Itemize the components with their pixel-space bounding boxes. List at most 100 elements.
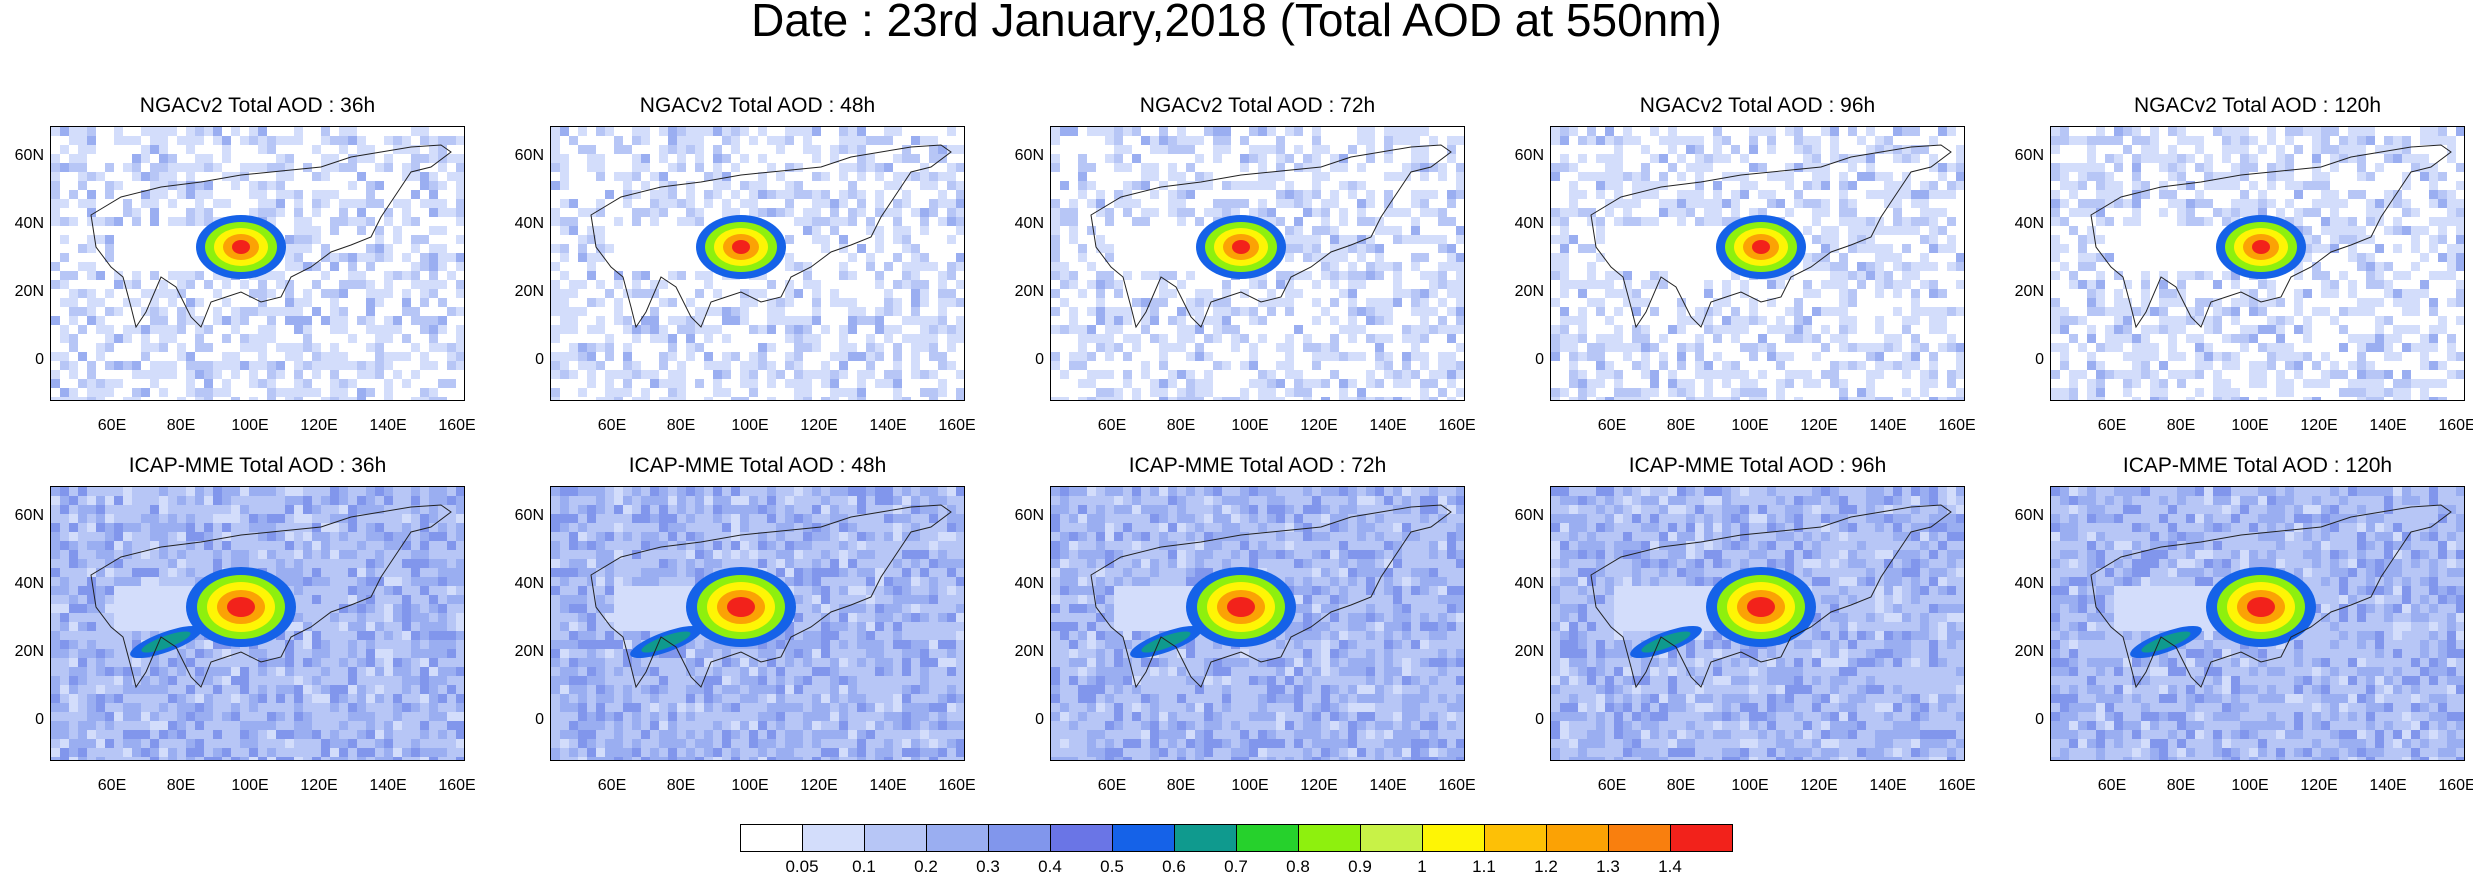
lon-tick-label: 80E (1156, 417, 1206, 435)
colorbar-label: 0.4 (1027, 857, 1073, 877)
colorbar-swatch (1360, 824, 1423, 852)
lat-tick-label: 60N (504, 147, 544, 165)
lon-tick-label: 80E (1656, 417, 1706, 435)
lon-tick-label: 60E (87, 777, 137, 795)
lon-tick-label: 60E (587, 417, 637, 435)
lon-tick-label: 100E (2225, 777, 2275, 795)
lon-tick-label: 100E (225, 777, 275, 795)
lat-tick-label: 40N (1004, 575, 1044, 593)
colorbar-label: 0.3 (965, 857, 1011, 877)
lon-tick-label: 140E (2363, 417, 2413, 435)
lon-tick-label: 140E (1863, 417, 1913, 435)
lon-tick-label: 80E (156, 417, 206, 435)
lon-tick-label: 140E (363, 417, 413, 435)
lat-tick-label: 60N (1004, 507, 1044, 525)
aod-map (1050, 486, 1465, 761)
colorbar-label: 1.3 (1585, 857, 1631, 877)
lat-tick-label: 0 (2004, 351, 2044, 369)
colorbar-swatch (1608, 824, 1671, 852)
lon-tick-label: 140E (1363, 777, 1413, 795)
lat-tick-label: 60N (1504, 507, 1544, 525)
lon-tick-label: 120E (294, 417, 344, 435)
lon-tick-label: 60E (2087, 777, 2137, 795)
colorbar-label: 1 (1399, 857, 1445, 877)
colorbar-swatch (926, 824, 989, 852)
lon-tick-label: 100E (1225, 777, 1275, 795)
colorbar-label: 0.7 (1213, 857, 1259, 877)
lon-tick-label: 60E (2087, 417, 2137, 435)
lat-tick-label: 40N (1004, 215, 1044, 233)
lon-tick-label: 100E (225, 417, 275, 435)
lat-tick-label: 60N (2004, 147, 2044, 165)
colorbar-label: 0.2 (903, 857, 949, 877)
aod-map (50, 126, 465, 401)
colorbar-swatch (1236, 824, 1299, 852)
lat-tick-label: 20N (1504, 283, 1544, 301)
lon-tick-label: 160E (1432, 777, 1482, 795)
lon-tick-label: 60E (587, 777, 637, 795)
panel-title: ICAP-MME Total AOD : 72h (1048, 454, 1468, 478)
lat-tick-label: 60N (504, 507, 544, 525)
lon-tick-label: 160E (1432, 417, 1482, 435)
aod-map (2050, 486, 2465, 761)
colorbar-swatch (1422, 824, 1485, 852)
colorbar-label: 0.1 (841, 857, 887, 877)
colorbar-swatch (1670, 824, 1733, 852)
lat-tick-label: 0 (504, 711, 544, 729)
colorbar-label: 0.5 (1089, 857, 1135, 877)
panel-title: ICAP-MME Total AOD : 48h (548, 454, 968, 478)
aod-map (50, 486, 465, 761)
lat-tick-label: 60N (1004, 147, 1044, 165)
lon-tick-label: 120E (1794, 777, 1844, 795)
lat-tick-label: 20N (4, 283, 44, 301)
lat-tick-label: 20N (1504, 643, 1544, 661)
lat-tick-label: 20N (1004, 283, 1044, 301)
lon-tick-label: 80E (156, 777, 206, 795)
aod-map (550, 126, 965, 401)
colorbar-label: 0.6 (1151, 857, 1197, 877)
colorbar-label: 1.1 (1461, 857, 1507, 877)
lon-tick-label: 60E (87, 417, 137, 435)
lon-tick-label: 160E (932, 417, 982, 435)
colorbar-swatch (1050, 824, 1113, 852)
lon-tick-label: 80E (656, 777, 706, 795)
lat-tick-label: 0 (1504, 711, 1544, 729)
lon-tick-label: 60E (1087, 417, 1137, 435)
lon-tick-label: 120E (1294, 417, 1344, 435)
colorbar-swatch (802, 824, 865, 852)
panel-title: ICAP-MME Total AOD : 96h (1548, 454, 1968, 478)
lat-tick-label: 40N (2004, 215, 2044, 233)
lon-tick-label: 140E (363, 777, 413, 795)
colorbar-swatch (988, 824, 1051, 852)
lon-tick-label: 80E (1656, 777, 1706, 795)
colorbar-label: 1.4 (1647, 857, 1693, 877)
lat-tick-label: 60N (4, 147, 44, 165)
lat-tick-label: 40N (1504, 215, 1544, 233)
panel-title: NGACv2 Total AOD : 120h (2048, 94, 2468, 118)
lon-tick-label: 60E (1587, 417, 1637, 435)
colorbar-swatch (740, 824, 803, 852)
aod-map (1050, 126, 1465, 401)
lat-tick-label: 0 (2004, 711, 2044, 729)
lon-tick-label: 140E (1363, 417, 1413, 435)
colorbar-swatch (1298, 824, 1361, 852)
lat-tick-label: 40N (4, 215, 44, 233)
lon-tick-label: 120E (294, 777, 344, 795)
lon-tick-label: 100E (725, 777, 775, 795)
colorbar-swatch (1174, 824, 1237, 852)
panel-title: NGACv2 Total AOD : 48h (548, 94, 968, 118)
lon-tick-label: 100E (1225, 417, 1275, 435)
lat-tick-label: 20N (504, 283, 544, 301)
lat-tick-label: 0 (4, 351, 44, 369)
colorbar-swatch (864, 824, 927, 852)
colorbar-label: 0.8 (1275, 857, 1321, 877)
lon-tick-label: 100E (725, 417, 775, 435)
lon-tick-label: 160E (1932, 417, 1982, 435)
lon-tick-label: 160E (432, 777, 482, 795)
lon-tick-label: 80E (1156, 777, 1206, 795)
colorbar-label: 0.9 (1337, 857, 1383, 877)
lon-tick-label: 140E (863, 417, 913, 435)
lon-tick-label: 60E (1587, 777, 1637, 795)
lon-tick-label: 160E (432, 417, 482, 435)
lon-tick-label: 140E (863, 777, 913, 795)
